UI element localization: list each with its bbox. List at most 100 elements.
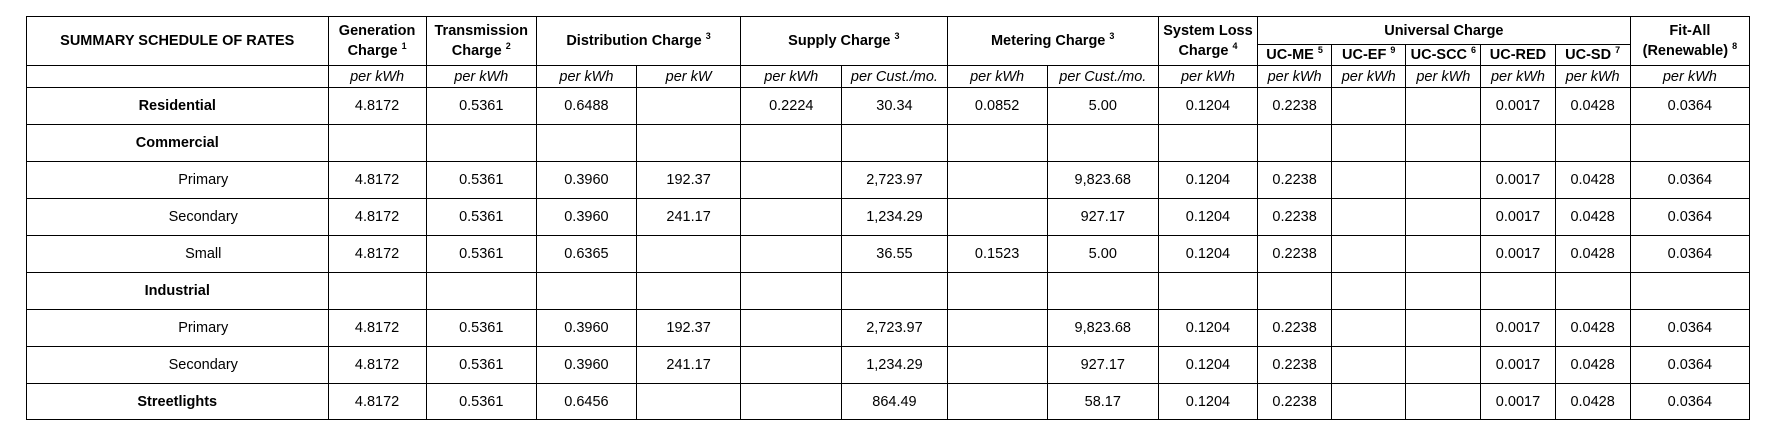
- table-row: Primary 4.8172 0.5361 0.3960 192.37 2,723.97 9…: [26, 161, 1751, 199]
- rate-cell: 2,723.97: [841, 161, 948, 199]
- unit-cell: per kW: [635, 65, 742, 88]
- rate-cell: 4.8172: [327, 198, 427, 236]
- rate-cell: [1405, 346, 1482, 384]
- rate-cell: 241.17: [635, 198, 742, 236]
- header-distribution: Distribution Charge 3: [535, 16, 742, 66]
- rate-cell: 0.3960: [535, 161, 638, 199]
- rate-cell: [1629, 124, 1751, 162]
- rate-cell: [1331, 87, 1407, 125]
- row-label: Small: [26, 235, 329, 273]
- table-row: Industrial: [26, 272, 1751, 310]
- rate-cell: 2,723.97: [841, 309, 948, 347]
- rate-cell: [1157, 124, 1259, 162]
- rate-cell: 0.3960: [535, 198, 638, 236]
- rate-cell: [1046, 124, 1159, 162]
- rate-cell: 0.0364: [1629, 309, 1751, 347]
- rate-cell: [535, 272, 638, 310]
- row-label: Secondary: [26, 198, 329, 236]
- rate-cell: [1331, 346, 1407, 384]
- table-row: Commercial: [26, 124, 1751, 162]
- header-supply: Supply Charge 3: [740, 16, 948, 66]
- row-label: Primary: [26, 309, 329, 347]
- rate-cell: 1,234.29: [841, 346, 948, 384]
- rate-cell: 0.0017: [1480, 235, 1556, 273]
- rate-cell: 0.1204: [1157, 383, 1259, 420]
- unit-cell: per kWh: [1331, 65, 1407, 88]
- rate-cell: [1331, 124, 1407, 162]
- unit-cell: per Cust./mo.: [1046, 65, 1159, 88]
- row-label: Residential: [26, 87, 329, 125]
- rate-cell: [946, 161, 1048, 199]
- rate-cell: [1405, 309, 1482, 347]
- unit-cell: per kWh: [1405, 65, 1482, 88]
- rate-cell: 0.6456: [535, 383, 638, 420]
- rate-cell: [841, 124, 948, 162]
- rate-cell: 30.34: [841, 87, 948, 125]
- table-row: Streetlights 4.8172 0.5361 0.6456 864.49 58.1…: [26, 383, 1751, 420]
- header-uc-scc: UC-SCC 6: [1405, 44, 1482, 66]
- rate-cell: 0.2238: [1257, 346, 1333, 384]
- rate-cell: 0.6365: [535, 235, 638, 273]
- rate-cell: [1331, 272, 1407, 310]
- rate-cell: [1405, 383, 1482, 420]
- rate-cell: [327, 272, 427, 310]
- row-label: Industrial: [26, 272, 329, 310]
- rate-cell: [1554, 124, 1631, 162]
- rate-cell: 0.0428: [1554, 198, 1631, 236]
- header-uc-me: UC-ME 5: [1257, 44, 1333, 66]
- rate-cell: 4.8172: [327, 383, 427, 420]
- rate-cell: 0.0364: [1629, 198, 1751, 236]
- rate-cell: 0.0017: [1480, 383, 1556, 420]
- table-title: SUMMARY SCHEDULE OF RATES: [26, 16, 329, 66]
- rate-cell: [1405, 272, 1482, 310]
- unit-cell: per kWh: [535, 65, 638, 88]
- rate-cell: 0.1204: [1157, 309, 1259, 347]
- rate-cell: 5.00: [1046, 87, 1159, 125]
- rate-cell: 9,823.68: [1046, 309, 1159, 347]
- rate-cell: [425, 124, 537, 162]
- rate-cell: [1405, 87, 1482, 125]
- rate-cell: 4.8172: [327, 161, 427, 199]
- rate-cell: 0.1204: [1157, 198, 1259, 236]
- rate-cell: 0.5361: [425, 161, 537, 199]
- rate-cell: 0.0017: [1480, 198, 1556, 236]
- rate-cell: 0.1204: [1157, 161, 1259, 199]
- rate-cell: 0.2238: [1257, 383, 1333, 420]
- rate-cell: [946, 272, 1048, 310]
- rate-cell: [740, 309, 843, 347]
- rate-cell: [535, 124, 638, 162]
- rate-cell: [635, 235, 742, 273]
- rate-cell: 0.0017: [1480, 309, 1556, 347]
- rate-cell: [946, 383, 1048, 420]
- rate-cell: [740, 272, 843, 310]
- rate-cell: 0.5361: [425, 235, 537, 273]
- rate-cell: [740, 124, 843, 162]
- header-generation: Generation Charge 1: [327, 16, 427, 66]
- rate-cell: 0.2224: [740, 87, 843, 125]
- rate-cell: 0.5361: [425, 87, 537, 125]
- row-label: Commercial: [26, 124, 329, 162]
- rate-cell: 0.1204: [1157, 346, 1259, 384]
- rate-cell: [1157, 272, 1259, 310]
- rate-cell: 0.2238: [1257, 309, 1333, 347]
- header-universal: Universal Charge: [1257, 16, 1631, 45]
- rate-cell: 864.49: [841, 383, 948, 420]
- unit-cell: per kWh: [946, 65, 1048, 88]
- unit-cell: per kWh: [1480, 65, 1556, 88]
- rate-cell: [1629, 272, 1751, 310]
- rate-cell: [946, 124, 1048, 162]
- rate-cell: [946, 346, 1048, 384]
- unit-cell: per kWh: [327, 65, 427, 88]
- rate-cell: [740, 346, 843, 384]
- rate-cell: 0.0428: [1554, 87, 1631, 125]
- rate-cell: 0.0017: [1480, 161, 1556, 199]
- unit-cell: per kWh: [1629, 65, 1751, 88]
- rates-table: SUMMARY SCHEDULE OF RATES Generation Cha…: [26, 16, 1751, 420]
- rate-cell: 0.0428: [1554, 383, 1631, 420]
- rate-cell: 0.2238: [1257, 235, 1333, 273]
- rate-cell: [1331, 383, 1407, 420]
- rate-cell: 0.1204: [1157, 87, 1259, 125]
- rate-cell: [740, 198, 843, 236]
- rate-cell: 0.5361: [425, 383, 537, 420]
- rate-cell: 0.0428: [1554, 161, 1631, 199]
